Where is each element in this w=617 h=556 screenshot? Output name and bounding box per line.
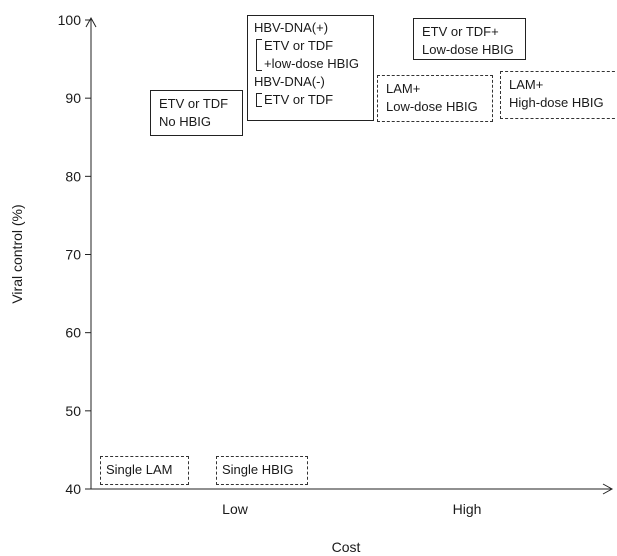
x-axis-arrow [602,483,614,495]
annotation-etv-lowdose-hbig: ETV or TDF+ Low-dose HBIG [413,18,526,60]
annotation-line: LAM+ [509,77,544,92]
hbv-dna-negative-label: HBV-DNA(-) [254,74,325,89]
y-tick-label: 60 [65,325,81,341]
annotation-line: LAM+ [386,81,421,96]
x-tick-label: Low [222,501,249,517]
brace-bracket [256,39,262,71]
y-tick-label: 80 [65,168,81,184]
annotation-single-lam: Single LAM [100,456,189,485]
annotation-line: Low-dose HBIG [422,42,514,57]
hbv-dna-negative-regimen: ETV or TDF [254,91,367,109]
y-axis-arrow [85,16,97,28]
annotation-lam-highdose-hbig: LAM+ High-dose HBIG [500,71,617,119]
annotation-line: Low-dose HBIG [386,99,478,114]
annotation-hbv-dna-strategy: HBV-DNA(+) ETV or TDF +low-dose HBIG HBV-DN… [247,15,374,121]
annotation-line: High-dose HBIG [509,95,604,110]
annotation-line: ETV or TDF [159,96,229,111]
annotation-line: Single HBIG [222,462,294,477]
y-tick-label: 90 [65,90,81,106]
annotation-line: ETV or TDF [264,38,334,53]
annotation-etv-no-hbig: ETV or TDF No HBIG [150,90,243,136]
annotation-line: ETV or TDF [264,92,334,107]
hbv-dna-positive-regimen: ETV or TDF +low-dose HBIG [254,37,367,73]
annotation-single-hbig: Single HBIG [216,456,308,485]
x-tick-label: High [453,501,482,517]
y-tick-label: 70 [65,247,81,263]
x-axis-title: Cost [332,539,361,555]
hbv-dna-positive-label: HBV-DNA(+) [254,20,329,35]
annotation-line: ETV or TDF+ [422,24,499,39]
annotation-line: No HBIG [159,114,212,129]
y-tick-label: 40 [65,481,81,497]
annotation-line: Single LAM [106,462,173,477]
annotation-lam-lowdose-hbig: LAM+ Low-dose HBIG [377,75,493,122]
y-tick-label: 50 [65,403,81,419]
brace-bracket [256,93,262,107]
y-axis-title: Viral control (%) [9,204,25,303]
y-tick-label: 100 [58,12,82,28]
annotation-line: +low-dose HBIG [264,56,360,71]
